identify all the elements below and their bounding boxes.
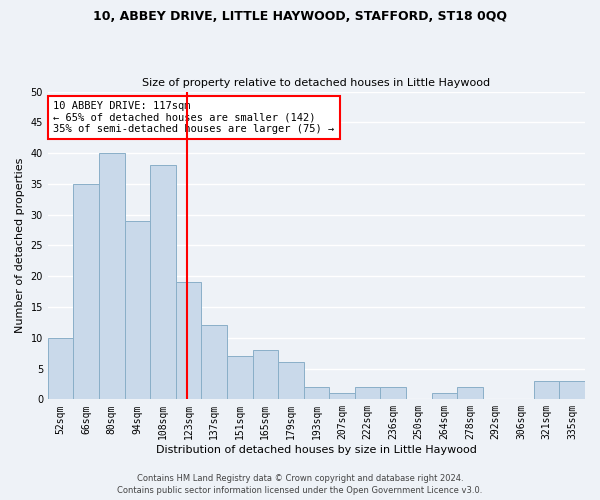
Bar xyxy=(176,282,202,400)
Text: 10, ABBEY DRIVE, LITTLE HAYWOOD, STAFFORD, ST18 0QQ: 10, ABBEY DRIVE, LITTLE HAYWOOD, STAFFOR… xyxy=(93,10,507,23)
Bar xyxy=(278,362,304,400)
Text: 10 ABBEY DRIVE: 117sqm
← 65% of detached houses are smaller (142)
35% of semi-de: 10 ABBEY DRIVE: 117sqm ← 65% of detached… xyxy=(53,101,335,134)
Bar xyxy=(99,153,125,400)
Bar xyxy=(150,166,176,400)
Bar xyxy=(534,381,559,400)
Bar xyxy=(355,387,380,400)
Bar xyxy=(329,393,355,400)
Bar xyxy=(304,387,329,400)
Bar xyxy=(48,338,73,400)
Bar xyxy=(559,381,585,400)
Bar xyxy=(431,393,457,400)
X-axis label: Distribution of detached houses by size in Little Haywood: Distribution of detached houses by size … xyxy=(156,445,477,455)
Bar xyxy=(380,387,406,400)
Text: Contains HM Land Registry data © Crown copyright and database right 2024.
Contai: Contains HM Land Registry data © Crown c… xyxy=(118,474,482,495)
Bar xyxy=(227,356,253,400)
Bar xyxy=(125,221,150,400)
Bar xyxy=(202,326,227,400)
Bar xyxy=(73,184,99,400)
Bar xyxy=(457,387,482,400)
Title: Size of property relative to detached houses in Little Haywood: Size of property relative to detached ho… xyxy=(142,78,491,88)
Bar xyxy=(253,350,278,400)
Y-axis label: Number of detached properties: Number of detached properties xyxy=(15,158,25,333)
